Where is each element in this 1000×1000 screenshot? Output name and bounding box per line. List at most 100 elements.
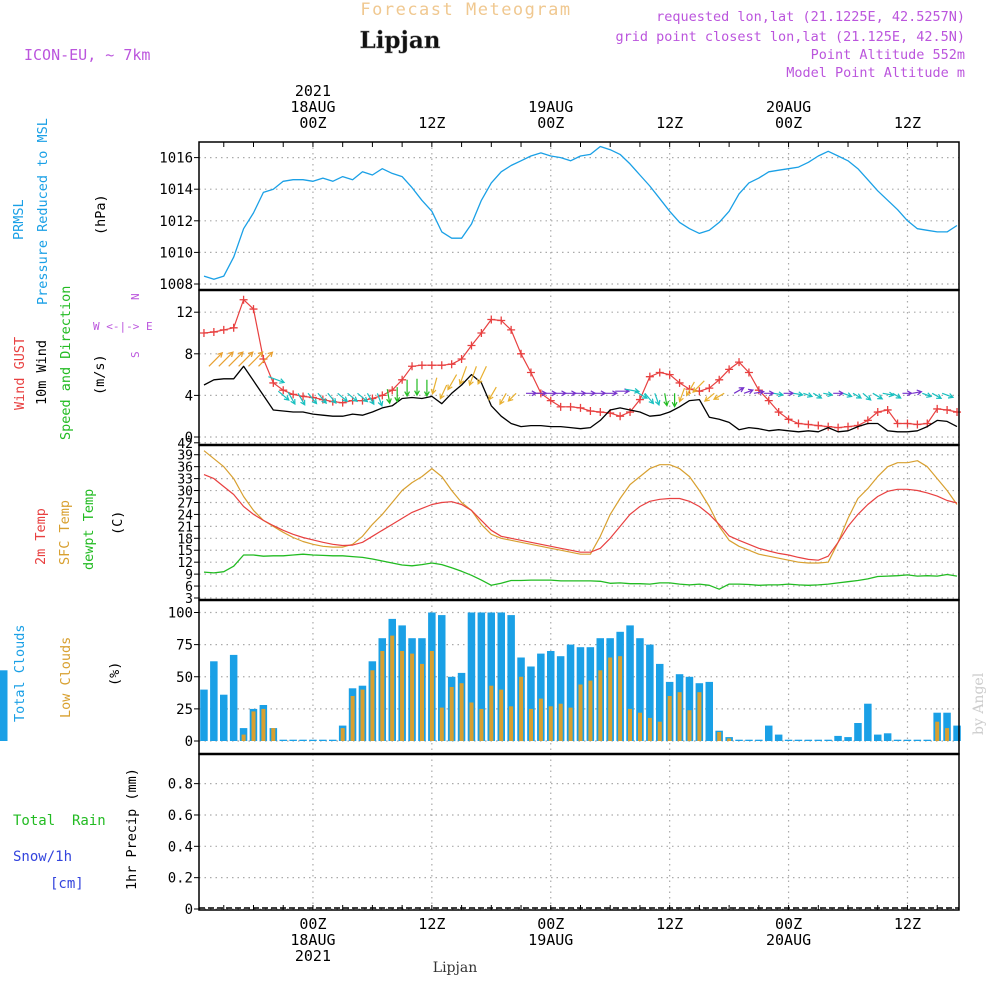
time-label-bottom: 00Z: [775, 915, 802, 933]
wind-arrow: [208, 351, 224, 367]
total-cloud-bar: [239, 728, 248, 741]
wind-arrow: [447, 374, 458, 391]
gust-marker: [576, 403, 585, 412]
wind-arrow: [763, 390, 775, 397]
total-cloud-bar: [220, 694, 228, 741]
low-cloud-bar: [647, 717, 652, 741]
wind-unit: (m/s): [92, 354, 108, 395]
low-cloud-bar: [360, 689, 365, 741]
wind-arrow: [386, 389, 392, 405]
wind-arrow: [357, 392, 369, 403]
total-cloud-bar: [438, 615, 446, 741]
rain-label: Total Rain: [13, 813, 106, 829]
y-tick-label: 1008: [159, 277, 193, 293]
y-tick-label: 9: [185, 568, 193, 583]
wind-arrow: [297, 393, 306, 406]
wind-arrow: [258, 351, 274, 367]
wind-arrow: [663, 393, 670, 407]
y-tick-label: 1010: [159, 245, 193, 261]
total-cloud-bar: [874, 734, 882, 741]
total-cloud-bar: [299, 739, 307, 741]
low-cloud-bar: [558, 703, 563, 741]
total-cloud-bar: [765, 725, 773, 741]
tick-layer: 1008101010121014101604812369121518212427…: [159, 82, 938, 965]
gust-marker: [725, 365, 734, 374]
total-cloud-bar: [903, 739, 912, 741]
gust-marker: [903, 419, 912, 428]
low-cloud-bar: [638, 712, 642, 741]
gust-marker: [517, 349, 526, 358]
y-tick-label: 0.4: [168, 839, 193, 855]
total-cloud-bar: [200, 689, 208, 741]
total-cloud-bar: [229, 654, 238, 741]
prmsl-label: PRMSL: [11, 199, 27, 240]
total-cloud-bar: [289, 739, 297, 741]
low-cloud-bar: [340, 728, 345, 741]
gust-marker: [249, 305, 258, 314]
gust-marker: [824, 422, 833, 431]
y-tick-label: 18: [177, 532, 193, 547]
chart-title: Forecast Meteogram: [360, 0, 571, 20]
gust-marker: [507, 325, 516, 334]
time-label-bottom: 12Z: [418, 915, 445, 933]
time-label-bottom: 19AUG: [528, 931, 573, 949]
y-tick-label: 6: [185, 580, 193, 595]
low-cloud-bar: [350, 696, 355, 741]
low-cloud-bar: [578, 684, 583, 741]
wind-arrow: [228, 351, 244, 367]
wind-arrow: [468, 366, 477, 387]
total-cloud-bar: [814, 739, 822, 741]
wind-arrow: [366, 392, 375, 406]
y-tick-label: 3: [185, 592, 193, 607]
total-cloud-bar: [893, 739, 902, 741]
wind-arrow: [678, 387, 686, 403]
wind-arrow: [507, 392, 517, 402]
gust-marker: [784, 415, 793, 424]
total-cloud-label: Total Clouds: [12, 624, 28, 722]
y-tick-label: 100: [168, 606, 193, 622]
gust-marker: [616, 412, 625, 421]
low-cloud-bar: [598, 670, 603, 741]
low-cloud-bar: [628, 708, 632, 741]
wind-arrow: [218, 351, 234, 367]
low-cloud-bar: [717, 732, 722, 741]
wind-arrow: [317, 392, 328, 405]
low-cloud-bar: [420, 663, 424, 741]
y-tick-label: 25: [176, 702, 193, 718]
y-tick-label: 75: [176, 638, 193, 654]
wind-arrow: [743, 388, 755, 395]
total-cloud-bar: [467, 612, 476, 741]
low-cloud-bar: [509, 706, 514, 741]
y-tick-label: 42: [177, 437, 193, 452]
gust-marker: [378, 391, 387, 400]
gust-marker: [408, 362, 417, 371]
y-tick-label: 50: [176, 670, 193, 686]
gust-marker: [556, 402, 565, 411]
wind-arrow: [902, 390, 913, 397]
total-cloud-bar: [784, 739, 793, 741]
wind-arrow: [414, 378, 420, 397]
wind-arrow: [931, 392, 943, 400]
gust-marker: [219, 325, 228, 334]
gust-marker: [834, 423, 843, 432]
total-cloud-bar: [547, 651, 555, 741]
gust-marker: [289, 390, 298, 399]
total-cloud-bar: [735, 739, 743, 741]
credit-watermark: by Angel: [971, 672, 987, 735]
wind-arrow: [941, 392, 955, 399]
gust-marker: [764, 396, 773, 405]
gust-marker: [279, 386, 288, 395]
pressure-unit: (hPa): [93, 194, 109, 235]
low-cloud-bar: [459, 683, 464, 741]
total-cloud-bar: [883, 733, 892, 741]
wind-arrow: [852, 392, 863, 399]
time-label-bottom: 18AUG: [290, 931, 335, 949]
gust-marker: [596, 408, 605, 417]
wind-arrow: [595, 390, 607, 397]
gust-marker: [239, 295, 248, 304]
gust-marker: [229, 323, 238, 332]
low-cloud-label: Low Clouds: [58, 637, 74, 718]
total-cloud-bar: [774, 734, 783, 741]
gust-marker: [388, 386, 397, 395]
wind-arrow: [793, 391, 804, 398]
